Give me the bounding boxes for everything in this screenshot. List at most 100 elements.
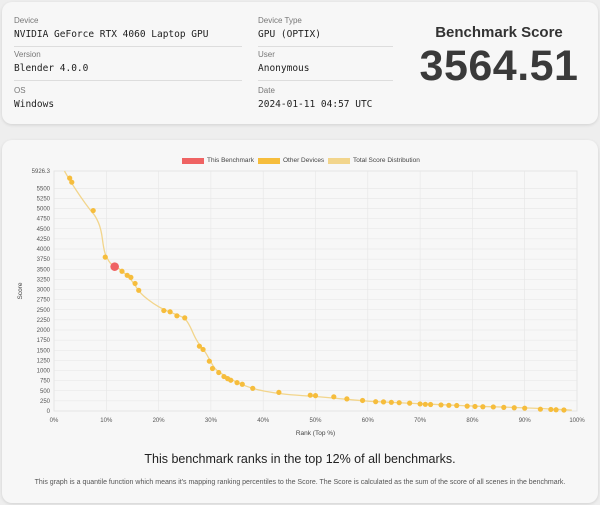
legend-swatch-this	[182, 157, 204, 164]
device-label: Device	[14, 16, 39, 25]
other-device-point	[206, 358, 212, 364]
user-value: Anonymous	[258, 63, 393, 81]
chart-grid	[53, 170, 578, 412]
legend-other-devices[interactable]: Other Devices	[258, 157, 324, 164]
x-tick-label: 60%	[362, 418, 375, 424]
other-device-point	[464, 403, 470, 409]
other-device-point	[380, 399, 387, 405]
device-type-value: GPU (OPTIX)	[258, 29, 393, 47]
other-device-point	[196, 343, 202, 349]
x-axis-label: Rank (Top %)	[296, 430, 335, 437]
other-device-point	[501, 404, 507, 410]
version-field: Version Blender 4.0.0	[14, 50, 242, 81]
other-device-point	[548, 406, 554, 413]
y-tick-label: 4500	[37, 227, 51, 233]
version-label: Version	[14, 50, 41, 59]
chart-footnote: This graph is a quantile function which …	[34, 479, 566, 486]
version-value: Blender 4.0.0	[14, 63, 242, 81]
other-device-point	[67, 175, 73, 181]
other-device-point	[250, 385, 256, 391]
y-tick-label: 4750	[37, 217, 51, 223]
other-device-point	[69, 179, 75, 185]
other-device-point	[307, 392, 313, 398]
other-device-point	[167, 309, 173, 315]
this-benchmark-marker	[110, 262, 119, 271]
legend-total-distribution[interactable]: Total Score Distribution	[328, 157, 420, 164]
other-device-point	[119, 268, 125, 274]
other-device-point	[522, 405, 528, 411]
score-title: Benchmark Score	[435, 24, 563, 41]
other-device-point	[438, 402, 444, 408]
other-device-point	[136, 287, 142, 293]
x-tick-label: 10%	[100, 418, 113, 424]
other-device-point	[276, 389, 282, 395]
y-tick-label: 2250	[37, 318, 51, 324]
y-tick-label: 4000	[37, 247, 51, 253]
other-device-point	[234, 380, 240, 386]
other-device-point	[561, 407, 567, 413]
other-device-point	[417, 401, 423, 407]
other-device-point	[200, 346, 206, 353]
device-value: NVIDIA GeForce RTX 4060 Laptop GPU	[14, 29, 242, 47]
legend-this-label: This Benchmark	[207, 157, 254, 164]
os-field: OS Windows	[14, 86, 242, 116]
other-device-point	[553, 407, 559, 413]
date-label: Date	[258, 86, 275, 95]
x-tick-label: 90%	[519, 418, 532, 424]
other-device-point	[132, 280, 138, 287]
other-device-point	[216, 369, 222, 376]
other-device-point	[454, 402, 460, 409]
y-tick-label: 5926.3	[32, 169, 51, 175]
other-device-point	[446, 402, 452, 408]
y-tick-label: 500	[40, 389, 51, 395]
y-tick-label: 1750	[37, 338, 51, 344]
user-label: User	[258, 50, 275, 59]
other-device-point	[161, 307, 167, 314]
other-devices-points	[67, 175, 567, 413]
other-device-point	[427, 401, 434, 408]
this-benchmark-point	[110, 262, 119, 271]
other-device-point	[359, 397, 366, 404]
other-device-point	[312, 393, 319, 399]
other-device-point	[344, 396, 350, 402]
other-device-point	[407, 400, 413, 406]
y-axis-ticks: 0 250 500 750 1000 1250 1500 1750 2000 2250 2500 27…	[32, 169, 51, 415]
legend-this-benchmark[interactable]: This Benchmark	[182, 157, 254, 164]
y-tick-label: 4250	[37, 237, 51, 243]
other-device-point	[331, 394, 337, 400]
y-tick-label: 1250	[37, 358, 51, 364]
device-type-field: Device Type GPU (OPTIX)	[258, 16, 393, 47]
x-tick-label: 20%	[153, 418, 166, 424]
os-label: OS	[14, 86, 26, 95]
rank-summary: This benchmark ranks in the top 12% of a…	[144, 452, 456, 466]
x-tick-label: 50%	[309, 418, 322, 424]
y-tick-label: 2000	[37, 328, 51, 334]
os-value: Windows	[14, 99, 55, 110]
benchmark-info-card: Device NVIDIA GeForce RTX 4060 Laptop GP…	[2, 2, 598, 124]
y-tick-label: 250	[40, 399, 51, 405]
y-tick-label: 1000	[37, 369, 51, 375]
legend-swatch-other	[258, 157, 280, 164]
y-tick-label: 3000	[37, 288, 51, 294]
other-device-point	[128, 274, 134, 280]
other-device-point	[102, 254, 108, 260]
date-value: 2024-01-11 04:57 UTC	[258, 99, 373, 110]
date-field: Date 2024-01-11 04:57 UTC	[258, 86, 393, 116]
y-tick-label: 1500	[37, 348, 51, 354]
other-device-point	[490, 404, 496, 410]
x-tick-label: 70%	[414, 418, 427, 424]
legend-other-label: Other Devices	[283, 157, 325, 164]
x-axis-ticks: 0% 10% 20% 30% 40% 50% 60% 70% 80% 90% 100%	[50, 418, 586, 424]
other-device-point	[182, 315, 188, 321]
other-device-point	[388, 399, 394, 405]
x-tick-label: 30%	[205, 418, 218, 424]
y-tick-label: 3750	[37, 257, 51, 263]
score-value: 3564.51	[419, 42, 579, 90]
y-tick-label: 0	[47, 409, 51, 415]
x-tick-label: 40%	[257, 418, 270, 424]
y-axis-label: Score	[17, 282, 24, 299]
x-tick-label: 100%	[569, 418, 585, 424]
other-device-point	[239, 381, 245, 387]
other-device-point	[228, 377, 234, 383]
